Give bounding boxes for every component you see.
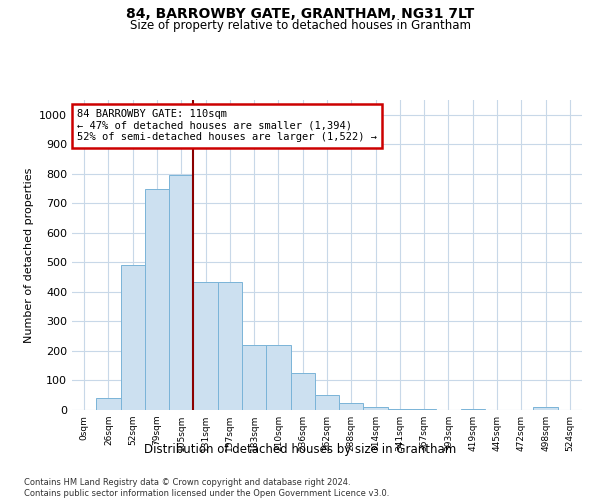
Bar <box>242 345 266 410</box>
Bar <box>388 408 412 410</box>
Text: Distribution of detached houses by size in Grantham: Distribution of detached houses by size … <box>144 442 456 456</box>
Bar <box>266 345 290 410</box>
Bar <box>461 408 485 410</box>
Bar <box>364 407 388 410</box>
Bar <box>339 402 364 410</box>
Text: Contains HM Land Registry data © Crown copyright and database right 2024.
Contai: Contains HM Land Registry data © Crown c… <box>24 478 389 498</box>
Bar <box>315 395 339 410</box>
Bar <box>96 398 121 410</box>
Bar <box>290 373 315 410</box>
Bar <box>121 266 145 410</box>
Bar <box>169 176 193 410</box>
Y-axis label: Number of detached properties: Number of detached properties <box>23 168 34 342</box>
Text: 84, BARROWBY GATE, GRANTHAM, NG31 7LT: 84, BARROWBY GATE, GRANTHAM, NG31 7LT <box>126 8 474 22</box>
Bar <box>193 282 218 410</box>
Text: 84 BARROWBY GATE: 110sqm
← 47% of detached houses are smaller (1,394)
52% of sem: 84 BARROWBY GATE: 110sqm ← 47% of detach… <box>77 110 377 142</box>
Bar <box>218 282 242 410</box>
Text: Size of property relative to detached houses in Grantham: Size of property relative to detached ho… <box>130 19 470 32</box>
Bar <box>145 188 169 410</box>
Bar <box>533 407 558 410</box>
Bar <box>412 408 436 410</box>
